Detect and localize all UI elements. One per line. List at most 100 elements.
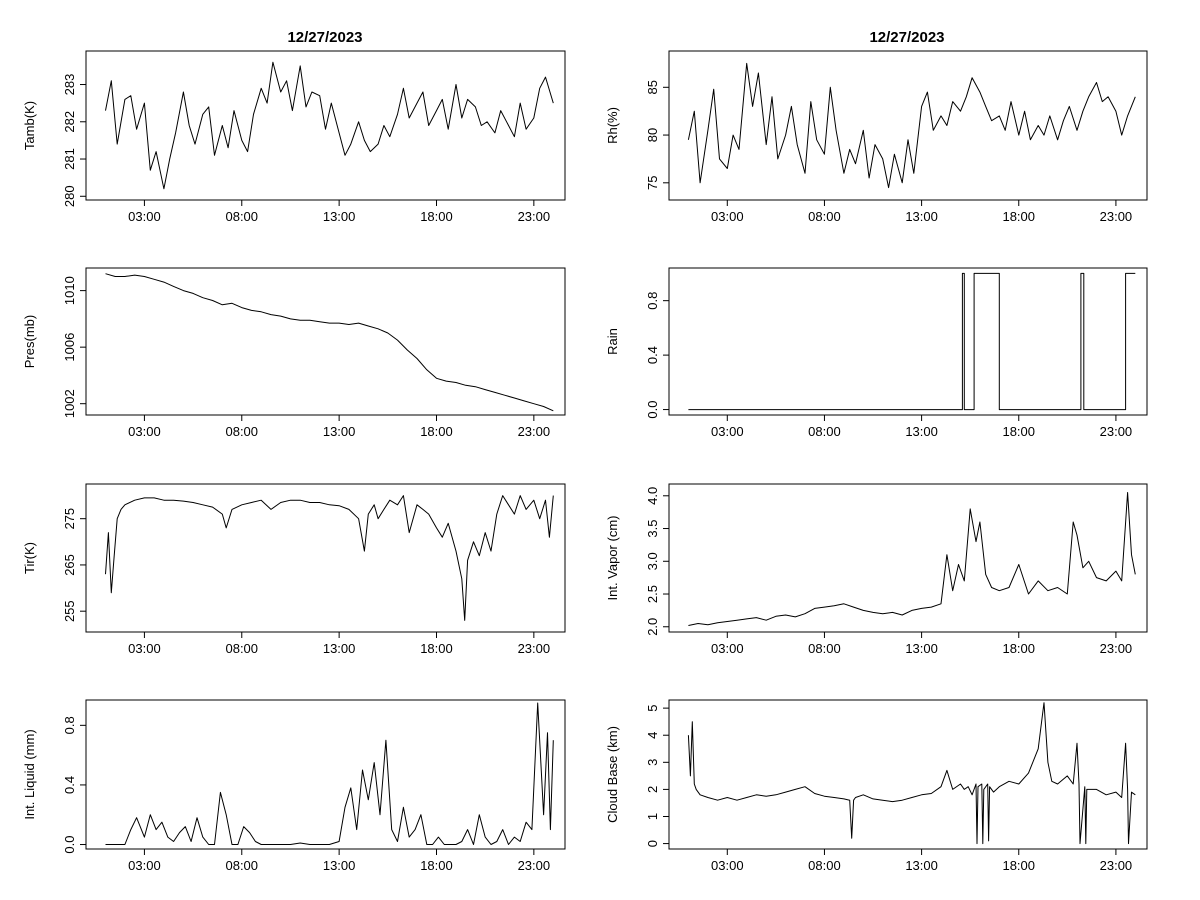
tamb-x-tick-label: 03:00	[128, 209, 161, 224]
tamb-y-axis-label: Tamb(K)	[22, 101, 37, 150]
vapor-y-tick-label: 2.0	[645, 618, 660, 636]
panel-liquid: 03:00 08:00 13:00 18:00 23:00 0.0 0.4 0.8 Int. L…	[22, 699, 566, 873]
rain-x-tick-label: 13:00	[905, 424, 938, 439]
tir-x-tick-label: 23:00	[518, 641, 551, 656]
panel-vapor: 03:00 08:00 13:00 18:00 23:00 2.0 2.5 3.0 3.5 4.0…	[605, 483, 1148, 656]
vapor-y-tick-label: 3.5	[645, 519, 660, 537]
pres-plot-frame	[85, 267, 566, 416]
panel-cloudbase: 03:00 08:00 13:00 18:00 23:00 0 1 2 3 4 5 Cloud Bas…	[605, 699, 1148, 873]
vapor-x-tick-label: 13:00	[905, 641, 938, 656]
liquid-series-line	[105, 702, 554, 845]
tamb-series-line	[105, 61, 554, 190]
rain-y-tick-label: 0.0	[645, 401, 660, 419]
tir-x-tick-label: 13:00	[323, 641, 356, 656]
rain-y-axis-label: Rain	[605, 328, 620, 355]
tamb-x-tick-label: 18:00	[420, 209, 453, 224]
vapor-x-tick-label: 18:00	[1002, 641, 1035, 656]
liquid-x-tick-label: 23:00	[518, 858, 551, 873]
cloudbase-y-tick-label: 4	[645, 732, 660, 739]
panel-tir: 03:00 08:00 13:00 18:00 23:00 255 265 275 Tir(K)	[22, 483, 566, 656]
rain-y-tick-label: 0.8	[645, 292, 660, 310]
tamb-x-tick-label: 23:00	[518, 209, 551, 224]
title-right: 12/27/2023	[869, 29, 944, 46]
rain-y-tick-label: 0.4	[645, 346, 660, 364]
cloudbase-y-tick-label: 3	[645, 759, 660, 766]
pres-y-axis-label: Pres(mb)	[22, 315, 37, 368]
tamb-x-tick-label: 13:00	[323, 209, 356, 224]
liquid-y-axis-label: Int. Liquid (mm)	[22, 729, 37, 819]
liquid-y-tick-label: 0.4	[62, 776, 77, 794]
tir-y-axis-label: Tir(K)	[22, 542, 37, 574]
liquid-x-tick-label: 03:00	[128, 858, 161, 873]
pres-y-tick-label: 1010	[62, 276, 77, 305]
liquid-x-tick-label: 18:00	[420, 858, 453, 873]
cloudbase-x-tick-label: 08:00	[808, 858, 841, 873]
rh-y-tick-label: 80	[645, 128, 660, 142]
liquid-x-tick-label: 08:00	[225, 858, 258, 873]
liquid-y-tick-label: 0.8	[62, 716, 77, 734]
rain-x-tick-label: 08:00	[808, 424, 841, 439]
tir-x-tick-label: 08:00	[225, 641, 258, 656]
vapor-series-line	[688, 492, 1136, 626]
pres-x-tick-label: 03:00	[128, 424, 161, 439]
tamb-plot-frame	[85, 50, 566, 201]
tamb-y-tick-label: 280	[62, 185, 77, 207]
tir-plot-frame	[85, 483, 566, 633]
vapor-x-tick-label: 03:00	[711, 641, 744, 656]
vapor-plot-frame	[668, 483, 1148, 633]
liquid-plot-frame	[85, 699, 566, 850]
panels: 03:00 08:00 13:00 18:00 23:00280281282283Tam…	[22, 50, 1148, 873]
vapor-y-axis-label: Int. Vapor (cm)	[605, 515, 620, 600]
tamb-x-tick-label: 08:00	[225, 209, 258, 224]
panel-rain: 03:00 08:00 13:00 18:00 23:00 0.0 0.4 0.8 Rain	[605, 267, 1148, 439]
pres-y-tick-label: 1002	[62, 389, 77, 418]
tamb-y-tick-label: 282	[62, 111, 77, 133]
rh-y-tick-label: 85	[645, 80, 660, 94]
rain-x-tick-label: 03:00	[711, 424, 744, 439]
vapor-y-tick-label: 2.5	[645, 585, 660, 603]
cloudbase-y-tick-label: 2	[645, 786, 660, 793]
rain-x-tick-label: 18:00	[1002, 424, 1035, 439]
vapor-x-tick-label: 08:00	[808, 641, 841, 656]
rh-x-tick-label: 03:00	[711, 209, 744, 224]
pres-x-tick-label: 08:00	[225, 424, 258, 439]
liquid-x-tick-label: 13:00	[323, 858, 356, 873]
tir-y-tick-label: 275	[62, 508, 77, 530]
pres-x-tick-label: 13:00	[323, 424, 356, 439]
tir-y-tick-label: 265	[62, 554, 77, 576]
rh-x-tick-label: 13:00	[905, 209, 938, 224]
pres-x-tick-label: 18:00	[420, 424, 453, 439]
vapor-y-tick-label: 4.0	[645, 487, 660, 505]
cloudbase-y-axis-label: Cloud Base (km)	[605, 726, 620, 823]
pres-y-tick-label: 1006	[62, 333, 77, 362]
pres-x-tick-label: 23:00	[518, 424, 551, 439]
cloudbase-plot-frame	[668, 699, 1148, 850]
vapor-x-tick-label: 23:00	[1100, 641, 1133, 656]
tamb-y-tick-label: 281	[62, 148, 77, 170]
cloudbase-y-tick-label: 0	[645, 840, 660, 847]
panel-pres: 03:00 08:00 13:00 18:00 23:00 1002 1006 1010 Pre…	[22, 267, 566, 439]
tir-x-tick-label: 03:00	[128, 641, 161, 656]
panel-tamb: 03:00 08:00 13:00 18:00 23:00 280 281 282 283 Tam…	[22, 50, 566, 224]
rain-series-line	[688, 272, 1136, 411]
rh-x-tick-label: 18:00	[1002, 209, 1035, 224]
rh-x-tick-label: 23:00	[1100, 209, 1133, 224]
liquid-y-tick-label: 0.0	[62, 835, 77, 853]
tir-y-tick-label: 255	[62, 600, 77, 622]
cloudbase-y-tick-label: 1	[645, 813, 660, 820]
vapor-y-tick-label: 3.0	[645, 552, 660, 570]
cloudbase-y-tick-label: 5	[645, 705, 660, 712]
cloudbase-x-tick-label: 23:00	[1100, 858, 1133, 873]
rh-y-tick-label: 75	[645, 176, 660, 190]
rh-y-axis-label: Rh(%)	[605, 107, 620, 144]
rh-plot-frame	[668, 50, 1148, 201]
pres-series-line	[105, 273, 554, 412]
rain-plot-frame	[668, 267, 1148, 416]
cloudbase-x-tick-label: 18:00	[1002, 858, 1035, 873]
title-left: 12/27/2023	[287, 29, 362, 46]
tir-series-line	[105, 495, 554, 621]
cloudbase-x-tick-label: 03:00	[711, 858, 744, 873]
cloudbase-x-tick-label: 13:00	[905, 858, 938, 873]
rh-x-tick-label: 08:00	[808, 209, 841, 224]
